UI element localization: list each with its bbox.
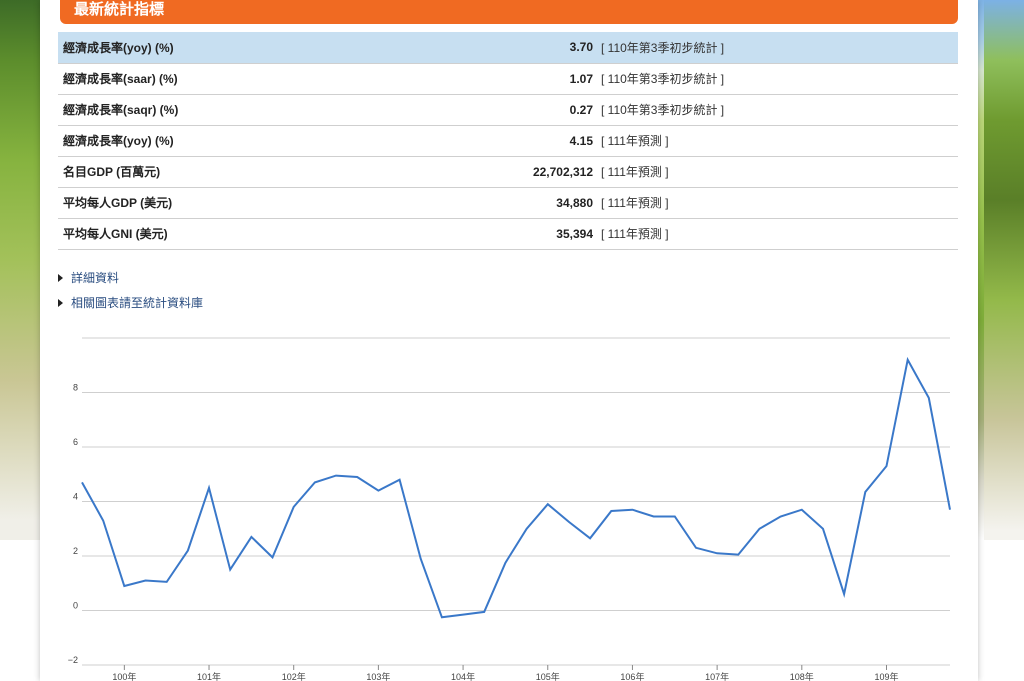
indicator-value: 35,394 — [556, 226, 593, 241]
indicator-note: [ 110年第3季初步統計 ] — [601, 103, 725, 117]
table-row[interactable]: 名目GDP (百萬元) 22,702,312 [ 111年預測 ] — [58, 156, 958, 187]
background-landscape-left — [0, 0, 40, 540]
indicator-note: [ 110年第3季初步統計 ] — [601, 40, 725, 55]
indicator-note: [ 111年預測 ] — [601, 227, 669, 241]
indicator-name: 經濟成長率(saar) (%) — [63, 72, 178, 86]
indicator-name: 經濟成長率(yoy) (%) — [63, 40, 174, 55]
panel-title: 最新統計指標 — [60, 0, 958, 24]
indicator-value: 0.27 — [569, 102, 593, 117]
statistics-table: 經濟成長率(yoy) (%) 3.70 [ 110年第3季初步統計 ] 經濟成長… — [58, 32, 958, 250]
indicator-value: 3.70 — [569, 40, 593, 55]
indicator-note: [ 111年預測 ] — [601, 134, 669, 148]
database-link[interactable]: 相關圖表請至統計資料庫 — [58, 295, 203, 320]
triangle-bullet-icon — [58, 273, 63, 282]
indicator-note: [ 110年第3季初步統計 ] — [601, 72, 725, 86]
table-row[interactable]: 經濟成長率(saqr) (%) 0.27 [ 110年第3季初步統計 ] — [58, 94, 958, 125]
indicator-value: 4.15 — [569, 133, 593, 148]
indicator-name: 經濟成長率(saqr) (%) — [63, 103, 179, 117]
table-row[interactable]: 經濟成長率(yoy) (%) 4.15 [ 111年預測 ] — [58, 125, 958, 156]
background-landscape-right — [984, 0, 1024, 540]
indicator-name: 名目GDP (百萬元) — [63, 165, 161, 179]
table-row[interactable]: 經濟成長率(saar) (%) 1.07 [ 110年第3季初步統計 ] — [58, 63, 958, 94]
indicator-name: 平均每人GDP (美元) — [63, 196, 173, 210]
statistics-panel: 最新統計指標 經濟成長率(yoy) (%) 3.70 [ 110年第3季初步統計… — [40, 0, 978, 681]
indicator-note: [ 111年預測 ] — [601, 165, 669, 179]
link-label[interactable]: 詳細資料 — [71, 271, 120, 285]
link-list: 詳細資料 相關圖表請至統計資料庫 — [58, 270, 203, 320]
indicator-name: 平均每人GNI (美元) — [63, 227, 168, 241]
indicator-value: 34,880 — [556, 195, 593, 210]
table-row[interactable]: 平均每人GNI (美元) 35,394 [ 111年預測 ] — [58, 218, 958, 249]
table-row[interactable]: 經濟成長率(yoy) (%) 3.70 [ 110年第3季初步統計 ] — [58, 32, 958, 63]
indicator-name: 經濟成長率(yoy) (%) — [63, 134, 174, 148]
indicator-value: 1.07 — [569, 71, 593, 86]
indicator-value: 22,702,312 — [532, 164, 593, 179]
triangle-bullet-icon — [58, 298, 63, 307]
indicator-note: [ 111年預測 ] — [601, 196, 669, 210]
table-row[interactable]: 平均每人GDP (美元) 34,880 [ 111年預測 ] — [58, 187, 958, 218]
link-label[interactable]: 相關圖表請至統計資料庫 — [71, 296, 204, 310]
detail-data-link[interactable]: 詳細資料 — [58, 270, 203, 295]
